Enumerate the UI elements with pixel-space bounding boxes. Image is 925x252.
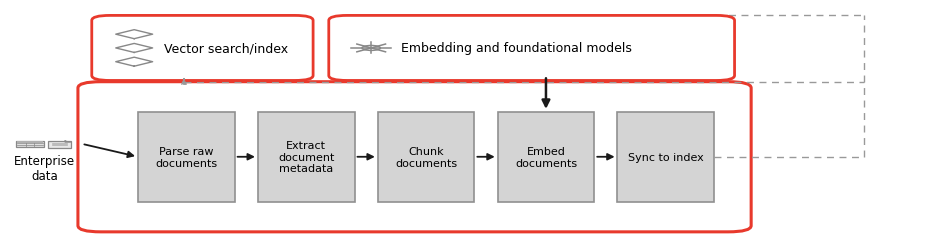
FancyBboxPatch shape — [138, 112, 235, 202]
Text: Enterprise
data: Enterprise data — [14, 155, 75, 182]
FancyBboxPatch shape — [377, 112, 475, 202]
Text: Chunk
documents: Chunk documents — [395, 146, 457, 168]
FancyBboxPatch shape — [16, 141, 43, 147]
FancyBboxPatch shape — [92, 16, 313, 81]
Text: Embedding and foundational models: Embedding and foundational models — [401, 42, 632, 55]
FancyBboxPatch shape — [78, 82, 751, 232]
FancyBboxPatch shape — [617, 112, 714, 202]
Text: Extract
document
metadata: Extract document metadata — [278, 141, 334, 174]
Text: Parse raw
documents: Parse raw documents — [155, 146, 217, 168]
FancyBboxPatch shape — [328, 16, 734, 81]
Text: Embed
documents: Embed documents — [515, 146, 577, 168]
Text: Sync to index: Sync to index — [628, 152, 704, 162]
Text: Vector search/index: Vector search/index — [164, 42, 288, 55]
FancyBboxPatch shape — [47, 141, 71, 148]
FancyBboxPatch shape — [258, 112, 354, 202]
FancyBboxPatch shape — [498, 112, 595, 202]
FancyBboxPatch shape — [17, 142, 43, 143]
